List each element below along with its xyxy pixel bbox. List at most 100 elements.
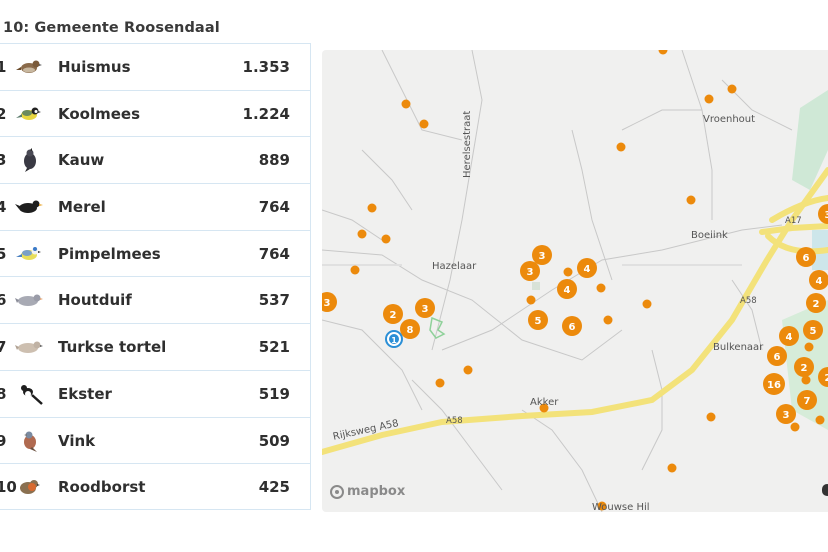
svg-text:2: 2	[801, 363, 808, 374]
bird-count: 889	[258, 151, 290, 170]
rank-number: 1	[0, 58, 7, 76]
mapbox-wordmark: mapbox	[347, 484, 406, 499]
svg-text:3: 3	[324, 298, 331, 309]
svg-text:5: 5	[810, 326, 817, 337]
list-item[interactable]: 5 Pimpelmees 764	[0, 231, 310, 278]
bird-name: Roodborst	[58, 478, 146, 497]
sighting-marker	[815, 415, 825, 425]
sighting-marker	[706, 412, 716, 422]
bird-count: 764	[258, 244, 290, 263]
cluster-marker: 3	[532, 245, 552, 265]
cluster-marker: 2	[806, 293, 826, 313]
mapbox-logo[interactable]: mapbox	[330, 484, 405, 499]
place-label: Vroenhout	[703, 114, 756, 125]
sighting-marker	[367, 203, 377, 213]
map-canvas: 3 3 4 4 5 6 2 3 8 3 6 4 2 5 4 6 2 16 3 7…	[322, 50, 828, 512]
sighting-marker	[539, 403, 549, 413]
sighting-marker	[667, 463, 677, 473]
building	[532, 282, 540, 290]
rank-number: 10	[0, 478, 17, 497]
bird-count: 764	[258, 198, 290, 217]
bird-count: 1.224	[242, 104, 290, 123]
svg-text:6: 6	[569, 322, 576, 333]
list-item[interactable]: 9 Vink 509	[0, 418, 310, 465]
sighting-marker	[597, 501, 607, 511]
sighting-marker	[804, 342, 814, 352]
cluster-marker: 6	[767, 346, 787, 366]
bird-count: 509	[258, 431, 290, 450]
bird-count: 519	[258, 384, 290, 403]
jackdaw-icon	[24, 148, 36, 173]
attribution-info-icon[interactable]	[822, 484, 828, 496]
bird-count: 1.353	[242, 58, 290, 76]
rank-number: 9	[0, 431, 7, 450]
wood-pigeon-icon	[15, 294, 43, 307]
list-item[interactable]: 6 Houtduif 537	[0, 277, 310, 325]
bird-count: 425	[258, 478, 290, 497]
mapbox-icon	[330, 484, 344, 499]
sighting-marker	[801, 375, 811, 385]
cluster-marker: 5	[803, 320, 823, 340]
sighting-marker	[603, 315, 613, 325]
list-item[interactable]: 7 Turkse tortel 521	[0, 324, 310, 371]
bird-count: 521	[258, 338, 290, 357]
cluster-marker: 1	[385, 330, 403, 348]
sighting-marker	[401, 99, 411, 109]
list-item[interactable]: 10 Roodborst 425	[0, 464, 310, 511]
svg-text:6: 6	[774, 352, 781, 363]
cluster-marker: 3	[818, 204, 828, 224]
sighting-marker	[357, 229, 367, 239]
cluster-marker: 8	[400, 319, 420, 339]
rank-number: 2	[0, 104, 7, 123]
sighting-marker	[419, 119, 429, 129]
rank-number: 7	[0, 338, 7, 357]
sighting-marker	[463, 365, 473, 375]
cluster-marker: 4	[557, 279, 577, 299]
svg-text:3: 3	[539, 251, 546, 262]
cluster-marker: 2	[794, 357, 814, 377]
bird-name: Merel	[58, 198, 106, 217]
road-label: A58	[446, 416, 463, 426]
svg-text:7: 7	[804, 396, 811, 407]
great-tit-icon	[16, 107, 41, 120]
sighting-marker	[727, 84, 737, 94]
list-item[interactable]: 3 Kauw 889	[0, 137, 310, 185]
sighting-marker	[790, 422, 800, 432]
svg-text:3: 3	[527, 267, 534, 278]
blackbird-icon	[15, 200, 43, 214]
svg-text:6: 6	[803, 253, 810, 264]
list-item[interactable]: 4 Merel 764	[0, 184, 310, 231]
collared-dove-icon	[15, 341, 43, 354]
svg-text:4: 4	[564, 285, 571, 296]
bird-name: Vink	[58, 431, 96, 450]
bird-name: Houtduif	[58, 291, 132, 310]
sighting-marker	[350, 265, 360, 275]
svg-text:2: 2	[813, 299, 820, 310]
sightings-map[interactable]: 3 3 4 4 5 6 2 3 8 3 6 4 2 5 4 6 2 16 3 7…	[322, 50, 828, 512]
rank-number: 3	[0, 151, 7, 170]
cluster-marker: 7	[797, 390, 817, 410]
svg-text:4: 4	[816, 276, 823, 287]
svg-text:5: 5	[535, 316, 542, 327]
page-title: 10: Gemeente Roosendaal	[3, 20, 220, 36]
svg-text:16: 16	[767, 380, 781, 391]
list-item[interactable]: 1 Huismus 1.353	[0, 44, 310, 91]
cluster-marker: 5	[528, 310, 548, 330]
house-sparrow-icon	[16, 60, 42, 73]
place-label: Bulkenaar	[713, 342, 764, 353]
robin-icon	[20, 480, 40, 495]
sighting-marker	[381, 234, 391, 244]
bird-name: Kauw	[58, 151, 105, 170]
rank-number: 5	[0, 244, 7, 263]
sighting-marker	[526, 295, 536, 305]
list-item[interactable]: 2 Koolmees 1.224	[0, 91, 310, 138]
motorways	[322, 167, 828, 455]
road-label: A58	[740, 296, 757, 306]
list-item[interactable]: 8 Ekster 519	[0, 371, 310, 418]
cluster-marker: 6	[796, 247, 816, 267]
rank-number: 8	[0, 384, 7, 403]
street-label: Herelsestraat	[462, 110, 473, 178]
sighting-marker	[686, 195, 696, 205]
bird-name: Ekster	[58, 384, 112, 403]
cluster-marker: 6	[562, 316, 582, 336]
